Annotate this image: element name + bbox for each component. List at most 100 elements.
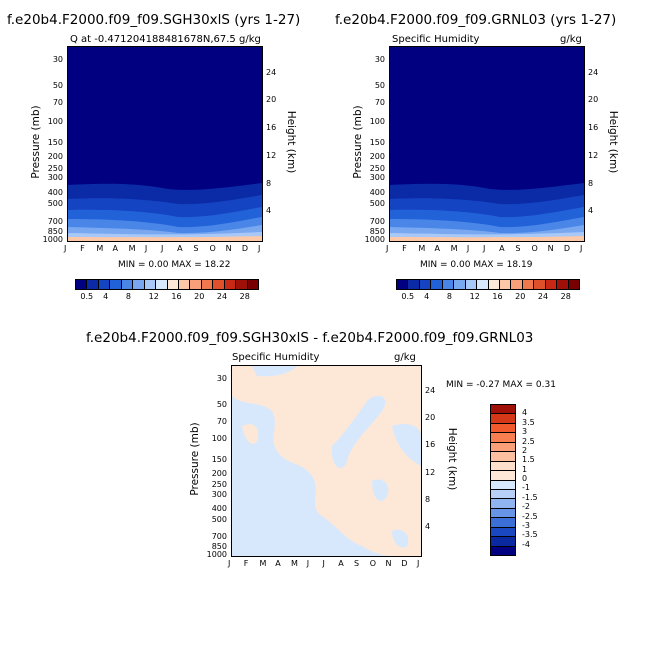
pressure-tick-label: 250 — [211, 480, 227, 490]
month-tick-label: M — [128, 244, 136, 253]
height-tick-label: 16 — [425, 440, 436, 450]
colorbar-label: 8 — [125, 292, 131, 301]
month-tick-label: J — [580, 244, 583, 253]
height-tick-label: 24 — [588, 67, 599, 77]
pressure-tick-label: 1000 — [206, 550, 227, 559]
colorbar-swatch — [491, 537, 515, 547]
month-tick-label: O — [209, 244, 216, 253]
pressure-tick-label: 300 — [211, 489, 227, 499]
height-tick-label: 8 — [588, 178, 594, 188]
colorbar-label: -2.5 — [522, 511, 538, 521]
month-tick-label: M — [418, 244, 426, 253]
pressure-tick-label: 700 — [369, 216, 385, 226]
height-tick-label: 8 — [266, 178, 272, 188]
colorbar-label: -4 — [522, 539, 530, 549]
colorbar-swatch — [431, 280, 443, 289]
colorbar-swatch — [397, 280, 409, 289]
colorbar-label: 3 — [522, 427, 528, 437]
colorbar-swatch — [491, 461, 515, 472]
colorbar-label: 28 — [560, 292, 571, 301]
month-tick-label: J — [228, 559, 231, 568]
right-layer-7 — [390, 236, 584, 241]
height-tick-label: 4 — [266, 206, 272, 216]
left-colorbar — [75, 279, 259, 290]
pressure-tick-label: 50 — [216, 399, 227, 409]
month-tick-label: N — [547, 244, 554, 253]
month-tick-label: A — [499, 244, 505, 253]
colorbar-label: 24 — [216, 292, 228, 301]
colorbar-label: 16 — [171, 292, 182, 301]
diff-panel-subtitle: Specific Humidity — [232, 352, 320, 363]
right-heatmap — [389, 46, 585, 242]
pressure-tick-label: 150 — [47, 137, 63, 147]
colorbar-swatch — [133, 280, 145, 289]
diff-y-label: Pressure (mb) — [189, 422, 201, 496]
colorbar-label: -3.5 — [522, 530, 538, 540]
month-tick-label: M — [96, 244, 104, 253]
colorbar-swatch — [224, 280, 237, 289]
colorbar-swatch — [178, 280, 191, 289]
month-tick-label: F — [402, 244, 407, 253]
pressure-tick-label: 500 — [369, 199, 385, 209]
diff-blue-blob-bottom — [392, 529, 409, 548]
pressure-tick-label: 700 — [47, 216, 63, 226]
colorbar-label: -1 — [522, 483, 530, 493]
month-tick-label: D — [401, 559, 408, 568]
height-tick-label: 4 — [425, 521, 431, 531]
pressure-tick-label: 30 — [216, 374, 227, 383]
colorbar-swatch — [213, 280, 225, 289]
diff-y2-label: Height (km) — [446, 427, 458, 491]
height-tick-label: 4 — [588, 206, 594, 216]
colorbar-label: 4 — [103, 292, 109, 301]
month-tick-label: J — [144, 244, 148, 253]
month-tick-label: J — [306, 559, 310, 568]
colorbar-swatch — [408, 280, 420, 289]
left-y2-label: Height (km) — [285, 110, 297, 174]
month-tick-label: O — [369, 559, 377, 568]
diff-heatmap — [231, 365, 422, 557]
diff-blue-blob-main — [232, 396, 392, 556]
month-tick-label: J — [483, 244, 486, 253]
pressure-tick-label: 200 — [211, 469, 227, 479]
height-tick-label: 24 — [266, 67, 277, 77]
colorbar-swatch — [121, 280, 134, 289]
colorbar-label: 16 — [492, 292, 503, 301]
left-panel-subtitle: Q at -0.471204188481678N,67.5 — [70, 34, 236, 45]
colorbar-swatch — [491, 527, 515, 538]
height-tick-label: 24 — [425, 386, 436, 396]
month-tick-label: O — [531, 244, 538, 253]
pressure-tick-label: 200 — [369, 152, 385, 162]
height-tick-label: 8 — [425, 494, 431, 504]
diff-blue-blob-top — [252, 366, 297, 377]
diff-stats: MIN = -0.27 MAX = 0.31 — [446, 380, 556, 390]
month-tick-label: A — [112, 244, 118, 253]
colorbar-swatch — [190, 280, 202, 289]
colorbar-swatch — [491, 405, 515, 415]
diff-blue-blob-lower — [372, 479, 389, 501]
colorbar-swatch — [419, 280, 432, 289]
colorbar-swatch — [491, 414, 515, 424]
right-stats: MIN = 0.00 MAX = 18.19 — [420, 260, 533, 270]
left-panel-units: g/kg — [239, 34, 261, 45]
month-tick-label: S — [354, 559, 360, 568]
right-panel-subtitle: Specific Humidity — [392, 34, 480, 45]
month-tick-label: J — [386, 244, 389, 253]
pressure-tick-label: 850 — [211, 541, 227, 551]
height-tick-label: 20 — [425, 413, 436, 423]
month-tick-label: D — [563, 244, 570, 253]
month-tick-label: M — [259, 559, 267, 568]
colorbar-label: 24 — [537, 292, 549, 301]
colorbar-swatch — [236, 280, 248, 289]
colorbar-swatch — [491, 452, 515, 462]
colorbar-label: 28 — [239, 292, 250, 301]
month-tick-label: J — [466, 244, 470, 253]
month-tick-label: A — [275, 559, 281, 568]
diff-panel-title: f.e20b4.F2000.f09_f09.SGH30xlS - f.e20b4… — [86, 330, 534, 346]
month-tick-label: N — [225, 244, 232, 253]
month-tick-label: J — [322, 559, 325, 568]
pressure-tick-label: 300 — [47, 173, 63, 183]
pressure-tick-label: 400 — [47, 187, 63, 197]
colorbar-label: 20 — [194, 292, 205, 301]
month-tick-label: M — [450, 244, 458, 253]
pressure-tick-label: 850 — [369, 226, 385, 236]
